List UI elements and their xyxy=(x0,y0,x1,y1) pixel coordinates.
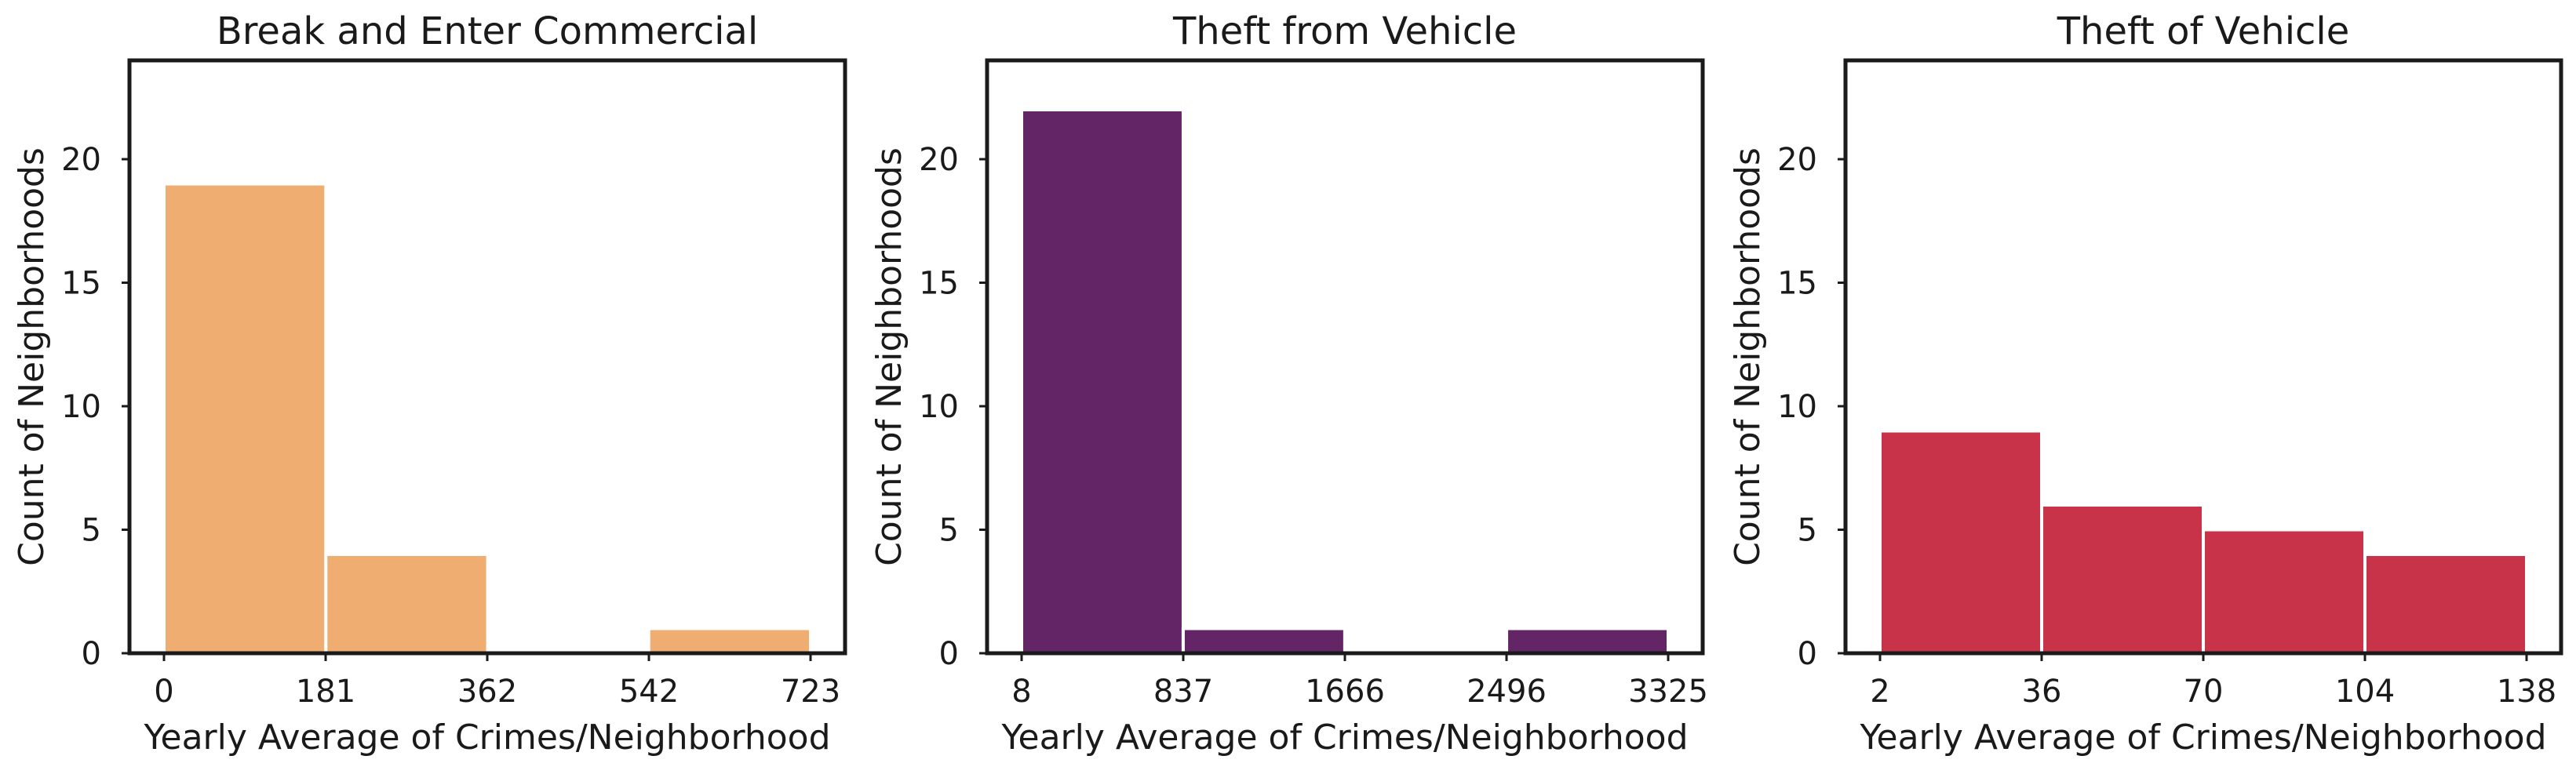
y-tick-label: 15 xyxy=(919,266,959,302)
x-tick-label: 542 xyxy=(619,674,679,710)
chart-panel-1: 0 181 362 542 723 0 5 10 15 20 Break and Enter Com… xyxy=(12,9,847,758)
x-tick-label: 70 xyxy=(2184,674,2224,710)
x-tick-label: 8 xyxy=(1011,674,1031,710)
x-tick-label: 138 xyxy=(2497,674,2556,710)
y-tick-label: 20 xyxy=(1777,142,1817,178)
chart-title: Theft from Vehicle xyxy=(1172,9,1517,53)
x-tick-label: 181 xyxy=(296,674,355,710)
y-tick-label: 15 xyxy=(61,266,101,302)
x-axis-label: Yearly Average of Crimes/Neighborhood xyxy=(143,718,830,758)
y-tick-label: 5 xyxy=(82,513,101,549)
histogram-bar xyxy=(162,182,328,655)
y-tick-label: 5 xyxy=(939,513,959,549)
y-tick-label: 0 xyxy=(939,636,959,672)
x-axis-label: Yearly Average of Crimes/Neighborhood xyxy=(1859,718,2546,758)
y-tick-label: 15 xyxy=(1777,266,1817,302)
x-tick-label: 2496 xyxy=(1467,674,1547,710)
x-tick-label: 0 xyxy=(154,674,173,710)
x-tick-label: 3325 xyxy=(1628,674,1708,710)
histogram-bar xyxy=(2040,503,2205,655)
y-tick-label: 10 xyxy=(61,389,101,425)
x-tick-label: 362 xyxy=(457,674,517,710)
chart-panel-2: 8 837 1666 2496 3325 0 5 10 15 20 Theft from Vehic… xyxy=(869,9,1708,758)
histogram-bar xyxy=(1020,108,1185,655)
y-tick-label: 10 xyxy=(919,389,959,425)
chart-panel-3: 2 36 70 104 138 0 5 10 15 20 Theft of Vehicle Yearl… xyxy=(1728,9,2563,758)
histogram-bar xyxy=(2202,528,2366,655)
x-tick-label: 2 xyxy=(1870,674,1889,710)
histogram-bar xyxy=(2363,553,2528,655)
histogram-bar xyxy=(1505,627,1671,655)
y-tick-label: 20 xyxy=(61,142,101,178)
histogram-bar xyxy=(1878,429,2043,655)
x-tick-label: 104 xyxy=(2335,674,2395,710)
chart-title: Break and Enter Commercial xyxy=(217,9,758,53)
y-tick-label: 20 xyxy=(919,142,959,178)
histogram-bar xyxy=(1181,627,1346,655)
y-tick-label: 0 xyxy=(1798,636,1817,672)
y-tick-label: 5 xyxy=(1798,513,1817,549)
y-axis-label: Count of Neighborhoods xyxy=(869,147,909,566)
x-tick-label: 1666 xyxy=(1305,674,1385,710)
y-tick-label: 0 xyxy=(82,636,101,672)
y-axis-label: Count of Neighborhoods xyxy=(1728,147,1768,566)
y-tick-label: 10 xyxy=(1777,389,1817,425)
x-tick-label: 723 xyxy=(781,674,840,710)
x-tick-label: 36 xyxy=(2022,674,2062,710)
y-axis-label: Count of Neighborhoods xyxy=(12,147,52,566)
x-tick-label: 837 xyxy=(1153,674,1213,710)
chart-title: Theft of Vehicle xyxy=(2057,9,2350,53)
x-axis-label: Yearly Average of Crimes/Neighborhood xyxy=(1000,718,1688,758)
histogram-bar xyxy=(324,553,490,655)
histogram-bar xyxy=(647,627,813,655)
